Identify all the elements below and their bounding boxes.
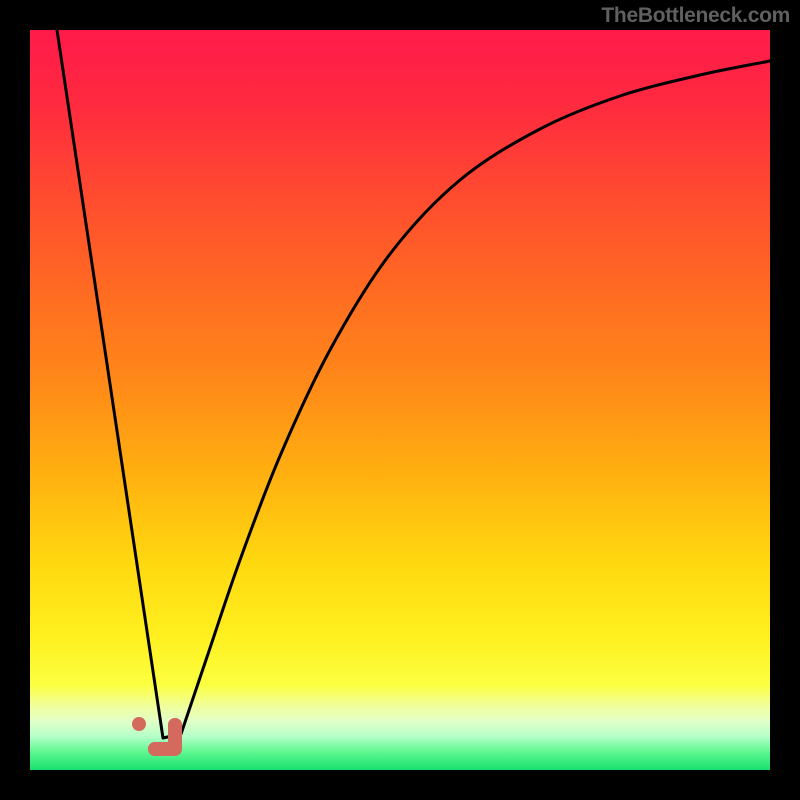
watermark-label: TheBottleneck.com	[601, 4, 790, 28]
marker-dot	[132, 717, 146, 731]
marker-base-cap	[148, 742, 162, 756]
marker-stem-cap	[168, 718, 182, 732]
chart-root: TheBottleneck.com	[0, 0, 800, 800]
bottleneck-chart-svg	[0, 0, 800, 800]
gradient-panel	[30, 30, 770, 770]
